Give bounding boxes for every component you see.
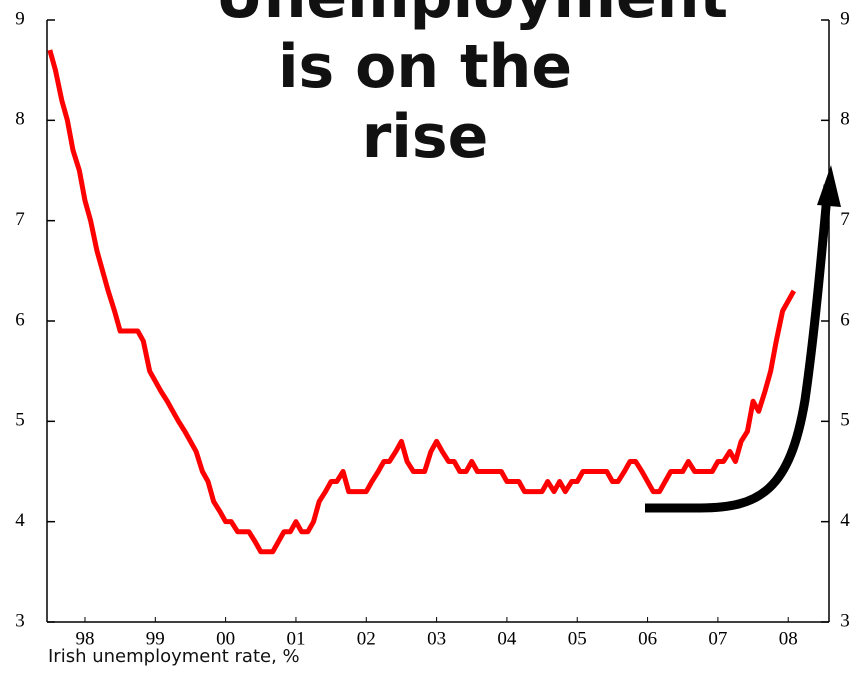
line: [47, 49, 797, 555]
y-tick-label: 3: [15, 610, 25, 631]
y2-tick-label: 5: [840, 410, 850, 431]
x-tick-label: 06: [638, 628, 657, 649]
y-tick-label: 4: [15, 510, 25, 531]
x-tick-label: 04: [497, 628, 517, 649]
arrow: [645, 184, 833, 513]
marks: 3 34 45 56 67 78 89 998 99 00 01 02 03 04 05 06 07 08: [15, 8, 850, 649]
x-tick-label: 00: [216, 628, 235, 649]
y-tick-label: 6: [15, 309, 25, 330]
x-tick-label: 99: [146, 628, 165, 649]
arrow-head: [817, 165, 841, 207]
x-tick-label: 03: [427, 628, 446, 649]
y-tick-label: 7: [15, 209, 25, 230]
x-tick-label: 08: [779, 628, 798, 649]
y2-tick-label: 8: [840, 109, 850, 130]
y-tick-label: 9: [15, 8, 25, 29]
y2-tick-label: 3: [840, 610, 850, 631]
caption: Irish unemployment rate, %: [48, 646, 300, 667]
y-tick-label: 5: [15, 410, 25, 431]
y2-tick-label: 6: [840, 309, 850, 330]
chart-title: Unemployment is on the rise: [215, 0, 728, 172]
y2-tick-label: 9: [840, 8, 850, 29]
y2-tick-label: 4: [840, 510, 850, 531]
y2-tick-label: 7: [840, 209, 850, 230]
x-tick-label: 05: [568, 628, 587, 649]
x-tick-label: 98: [75, 628, 94, 649]
x-tick-label: 02: [357, 628, 376, 649]
x-tick-label: 07: [708, 628, 727, 649]
x-tick-label: 01: [286, 628, 305, 649]
y-tick-label: 8: [15, 109, 25, 130]
